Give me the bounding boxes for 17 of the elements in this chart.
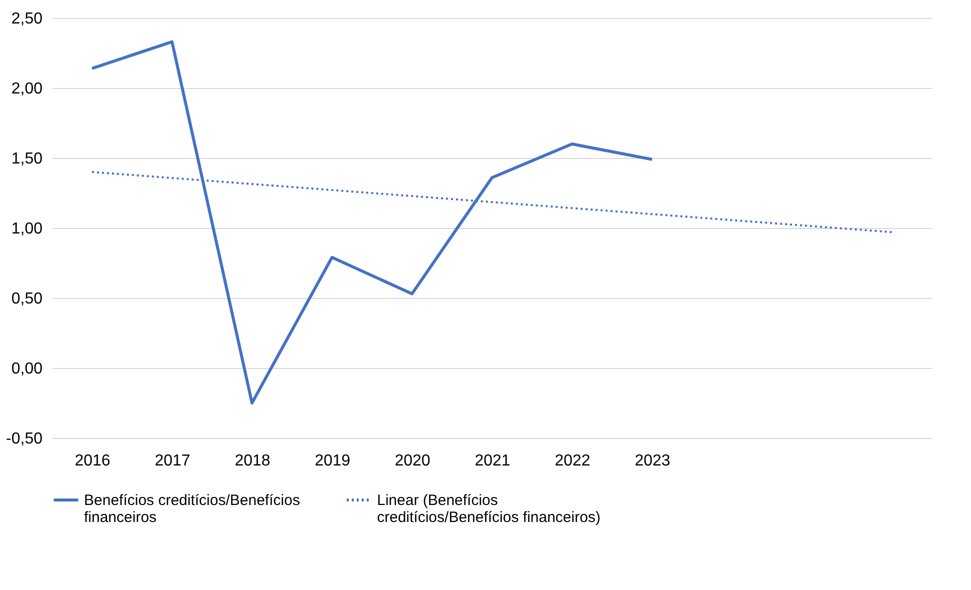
y-tick-label: 1,00	[11, 220, 43, 238]
x-tick-label: 2019	[314, 452, 350, 470]
y-tick-label: 2,50	[11, 10, 43, 28]
y-tick-label: 0,00	[11, 360, 43, 378]
x-tick-label: 2020	[394, 452, 430, 470]
legend-label: Benefícios creditícios/Benefícios financeiros	[84, 492, 300, 526]
x-tick-label: 2018	[234, 452, 270, 470]
y-tick-label: 1,50	[11, 150, 43, 168]
x-tick-label: 2023	[634, 452, 670, 470]
x-tick-label: 2022	[554, 452, 590, 470]
x-tick-label: 2016	[74, 452, 110, 470]
legend-label: Linear (Benefícios creditícios/Benefícios financeiros)	[377, 492, 600, 526]
y-tick-label: 0,50	[11, 290, 43, 308]
y-tick-label: -0,50	[6, 430, 43, 448]
x-tick-label: 2021	[474, 452, 510, 470]
x-tick-label: 2017	[154, 452, 190, 470]
y-tick-label: 2,00	[11, 80, 43, 98]
